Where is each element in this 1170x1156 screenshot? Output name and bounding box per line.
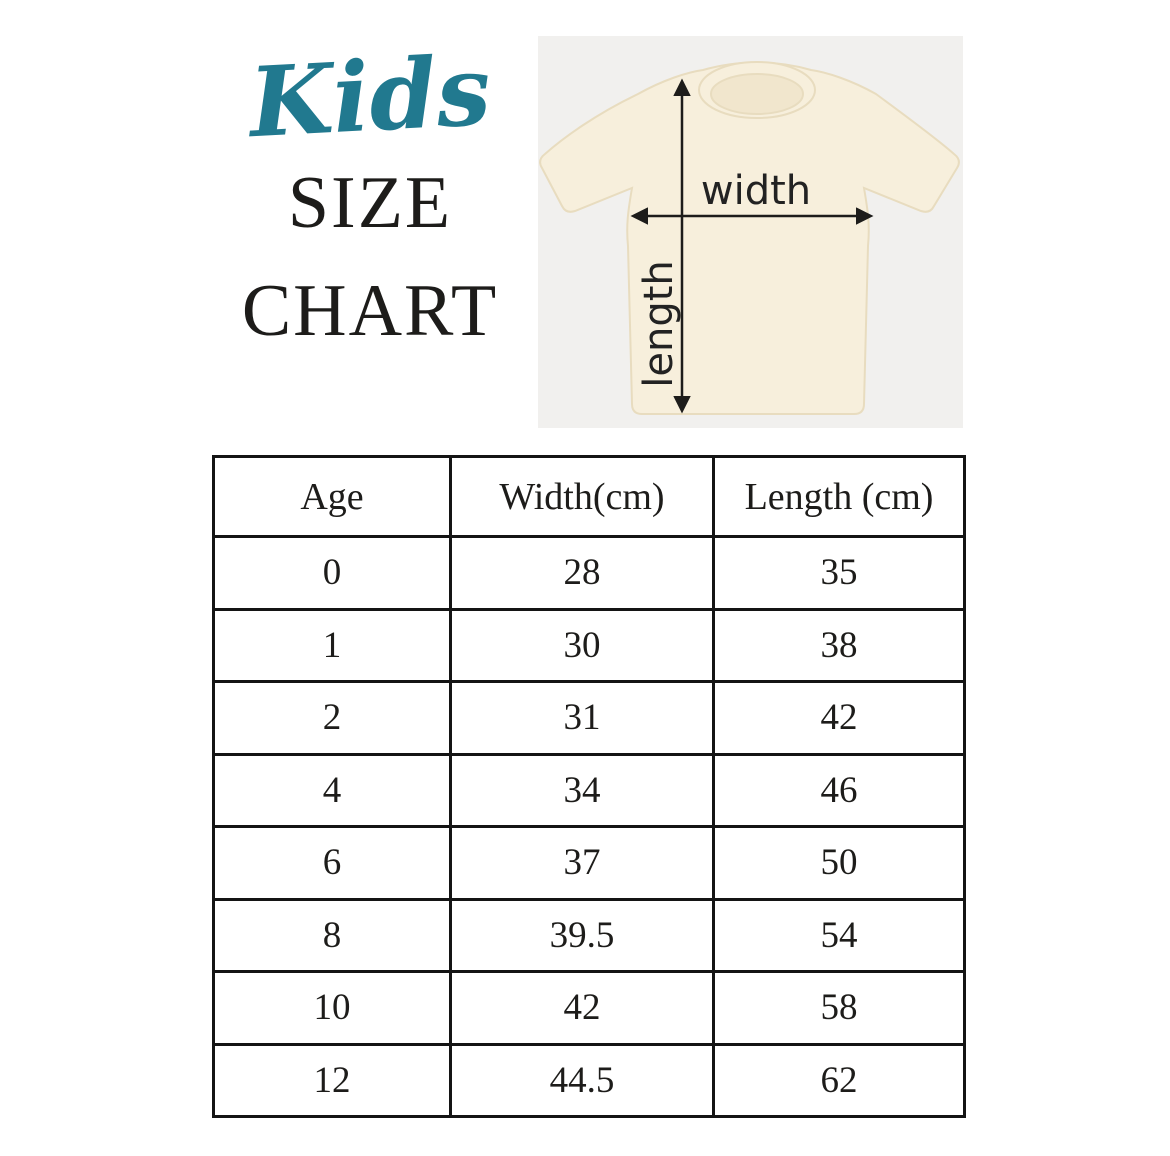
column-header-width: Width(cm) [449,455,715,538]
width-label: width [701,168,811,214]
table-cell: 42 [449,970,715,1046]
size-table-body: 0 28 35 1 30 38 2 31 42 4 34 46 6 37 50 8 39.5 54 10 42 58 12… [212,535,966,1118]
table-cell: 4 [212,752,452,828]
table-row: 2 31 42 [212,680,966,756]
length-label: length [636,260,682,388]
table-cell: 28 [449,535,715,611]
table-row: 8 39.5 54 [212,897,966,973]
table-cell: 10 [212,970,452,1046]
table-header-row: Age Width(cm) Length (cm) [212,455,966,538]
table-row: 1 30 38 [212,607,966,683]
table-row: 12 44.5 62 [212,1042,966,1118]
column-header-length: Length (cm) [712,455,966,538]
table-row: 10 42 58 [212,970,966,1046]
table-cell: 6 [212,825,452,901]
table-row: 6 37 50 [212,825,966,901]
table-cell: 35 [712,535,966,611]
tshirt-collar-inner [710,73,804,115]
table-row: 4 34 46 [212,752,966,828]
table-cell: 30 [449,607,715,683]
table-cell: 44.5 [449,1042,715,1118]
table-cell: 2 [212,680,452,756]
tshirt-graphic [539,61,960,415]
table-cell: 39.5 [449,897,715,973]
size-table: Age Width(cm) Length (cm) 0 28 35 1 30 38 2 31 4… [212,455,966,1118]
table-cell: 8 [212,897,452,973]
table-cell: 0 [212,535,452,611]
table-cell: 50 [712,825,966,901]
column-header-age: Age [212,455,452,538]
tshirt-measurement-diagram: width length [539,61,960,415]
table-cell: 42 [712,680,966,756]
title-chart: CHART [241,270,499,353]
table-cell: 1 [212,607,452,683]
table-cell: 31 [449,680,715,756]
table-cell: 58 [712,970,966,1046]
table-cell: 54 [712,897,966,973]
table-row: 0 28 35 [212,535,966,611]
title-block: Kids SIZE CHART [205,30,535,353]
table-cell: 46 [712,752,966,828]
table-cell: 62 [712,1042,966,1118]
title-size: SIZE [287,162,453,245]
table-cell: 34 [449,752,715,828]
table-cell: 12 [212,1042,452,1118]
title-kids: Kids [246,33,494,160]
table-cell: 38 [712,607,966,683]
table-cell: 37 [449,825,715,901]
tshirt-photo: width length [538,36,963,428]
measurement-arrows: width length [630,78,874,414]
